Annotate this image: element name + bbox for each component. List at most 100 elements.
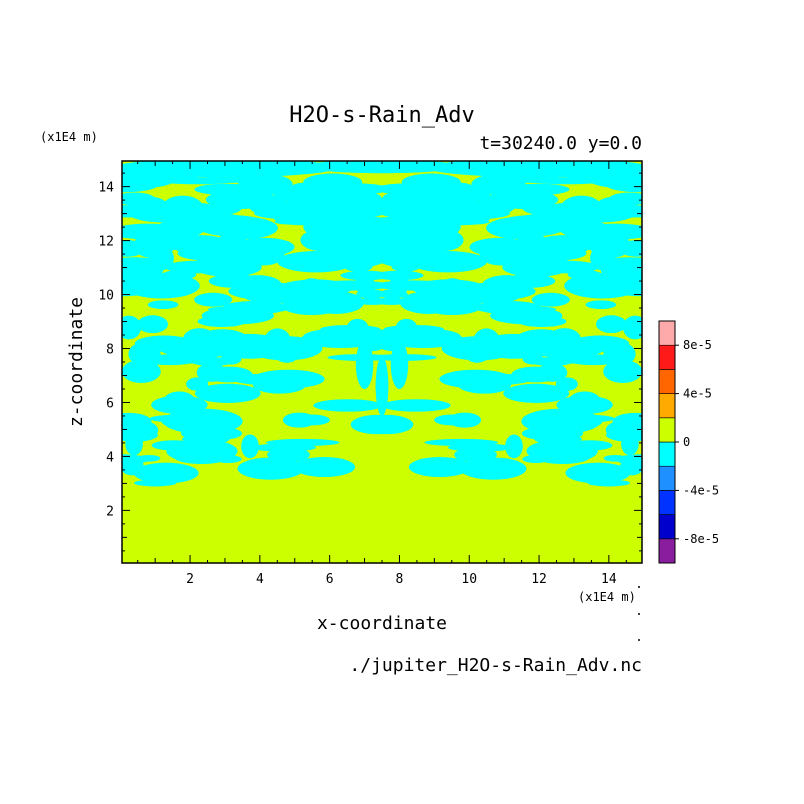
negative-region [537,363,568,382]
negative-region [534,449,591,465]
negative-region [556,414,603,429]
negative-region [197,329,249,350]
negative-region [347,318,369,336]
colorbar-label: 4e-5 [683,387,712,401]
y-tick-label: 2 [106,504,114,519]
negative-region [421,257,458,269]
y-tick-label: 14 [98,181,114,196]
negative-region [605,428,642,442]
negative-region [447,443,513,452]
negative-region [536,260,600,274]
negative-region [551,350,570,358]
colorbar-segment [658,514,676,540]
colorbar-segment [658,441,676,467]
negative-region [297,278,326,302]
y-axis: 2 4 6 8 10 12 14 [98,172,642,552]
y-axis-label: z-coordinate [66,297,87,427]
x-tick-label: 14 [601,572,617,587]
negative-region [448,412,482,428]
negative-region [515,329,567,350]
negative-region [166,466,197,474]
negative-region [125,181,154,189]
negative-region [412,203,444,222]
negative-region [180,426,243,441]
x-tick-label: 10 [461,572,477,587]
negative-region [197,315,247,327]
negative-region [169,212,250,230]
negative-region [531,292,570,307]
colorbar-label: 8e-5 [683,338,712,352]
negative-region [556,395,613,415]
marker-dot [638,613,640,615]
negative-region [313,399,382,412]
colorbar-segment [658,369,676,394]
x-tick-label: 12 [531,572,547,587]
negative-region [282,412,316,428]
negative-region [241,434,259,459]
negative-region [470,282,516,290]
negative-region [466,350,488,363]
negative-region [122,412,152,430]
x-tick-label: 8 [396,572,404,587]
negative-region [237,457,305,480]
x-tick-label: 6 [326,572,334,587]
negative-region [560,165,619,180]
negative-region [503,383,570,404]
negative-region [526,177,607,185]
x-tick-label: 4 [256,572,264,587]
negative-region [137,454,161,462]
negative-region [248,336,323,361]
negative-region [373,297,410,305]
negative-region [173,235,231,256]
chart-subtitle: t=30240.0 y=0.0 [479,133,642,154]
negative-region [248,282,294,290]
negative-region [161,414,208,429]
negative-region [145,165,204,180]
negative-region [375,356,389,416]
negative-region [567,466,598,474]
negative-region [566,354,622,366]
negative-region [251,443,317,452]
negative-region [229,167,265,184]
negative-region [530,357,573,367]
negative-region [356,289,386,299]
negative-region [505,434,523,459]
negative-region [142,354,198,366]
negative-region [431,207,510,220]
y-tick-label: 6 [106,396,114,411]
negative-region [276,350,298,363]
negative-region [479,243,536,264]
negative-region [173,449,230,465]
y-tick-label: 8 [106,343,114,358]
negative-region [368,241,422,260]
colorbar-segment [658,538,676,564]
negative-region [499,167,535,184]
negative-region [122,428,159,442]
negative-region [151,395,208,415]
negative-region [382,399,451,412]
negative-region [600,324,623,333]
negative-region [395,318,417,336]
negative-region [355,340,374,389]
colorbar-segment [658,490,676,515]
negative-region [122,359,161,384]
x-unit-label: (x1E4 m) [578,590,636,604]
x-axis-label: x-coordinate [317,613,447,634]
negative-region [196,363,227,382]
negative-region [459,457,527,480]
negative-region [133,271,162,282]
negative-region [408,457,471,478]
negative-region [612,412,642,430]
colorbar-label: 0 [683,435,690,449]
negative-region [603,359,642,384]
negative-region [441,336,516,361]
negative-region [585,300,617,310]
negative-region [344,261,373,272]
negative-region [194,350,213,358]
colorbar-segment [658,465,676,491]
negative-region [274,218,342,226]
data-field [122,161,642,563]
negative-region [164,260,228,274]
negative-region [378,289,408,299]
